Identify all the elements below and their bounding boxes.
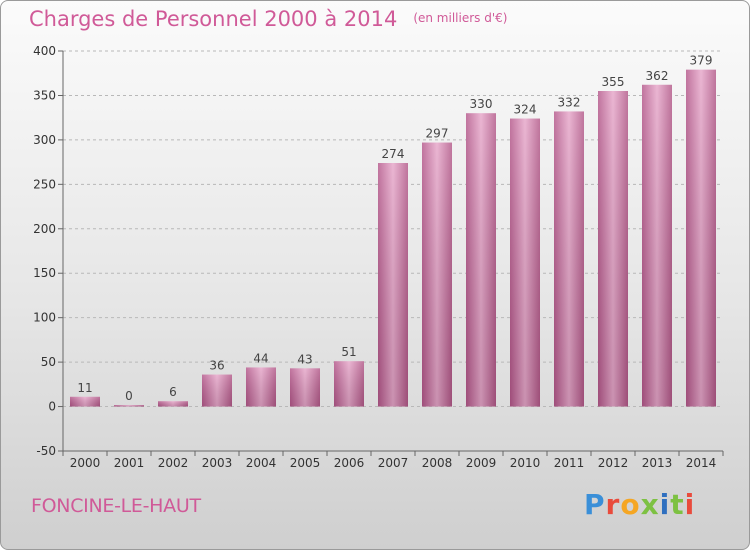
data-label: 11 <box>77 381 92 395</box>
data-label: 0 <box>125 389 133 403</box>
data-label: 332 <box>558 95 581 109</box>
y-tick-label: 350 <box>33 88 56 102</box>
bar-shade <box>290 368 320 407</box>
data-label: 324 <box>514 103 537 117</box>
x-tick-label: 2013 <box>642 456 673 470</box>
data-label: 379 <box>690 54 713 68</box>
data-label: 330 <box>470 97 493 111</box>
place-name: FONCINE-LE-HAUT <box>31 495 201 517</box>
x-tick-label: 2002 <box>158 456 189 470</box>
x-tick-label: 2010 <box>510 456 541 470</box>
data-label: 6 <box>169 385 177 399</box>
y-tick-label: 150 <box>33 266 56 280</box>
bar-shade <box>158 401 188 407</box>
x-tick-label: 2012 <box>598 456 629 470</box>
axes: -50 0 50 100 150 200 250 300 350 400 2000 2001 2002 2… <box>33 44 724 470</box>
x-tick-label: 2005 <box>290 456 321 470</box>
logo-letter: r <box>605 488 621 521</box>
bar-shade <box>70 396 100 407</box>
x-tick-label: 2004 <box>246 456 277 470</box>
chart-title: Charges de Personnel 2000 à 2014 (en mill… <box>29 7 507 31</box>
x-tick-label: 2006 <box>334 456 365 470</box>
bar-shade <box>554 111 584 407</box>
x-tick-label: 2011 <box>554 456 585 470</box>
x-tick-label: 2003 <box>202 456 233 470</box>
y-tick-label: -50 <box>36 444 56 458</box>
y-tick-label: 0 <box>48 400 56 414</box>
x-tick-label: 2014 <box>686 456 717 470</box>
bar-shade <box>598 91 628 407</box>
logo-letter: x <box>640 488 660 521</box>
logo-letter: o <box>620 488 641 521</box>
bars: 11 0 6 36 44 43 51 274 297 330 324 332 355 362 379 <box>70 54 716 407</box>
data-label: 355 <box>602 75 625 89</box>
x-tick-label: 2009 <box>466 456 497 470</box>
x-tick-label: 2000 <box>70 456 101 470</box>
logo-letter: i <box>659 488 671 521</box>
logo-letter: t <box>670 488 685 521</box>
data-label: 36 <box>209 359 224 373</box>
bar-shade <box>422 142 452 407</box>
x-tick-label: 2007 <box>378 456 409 470</box>
proxiti-logo: Proxiti <box>584 488 695 521</box>
bar-shade <box>510 118 540 407</box>
bar-shade <box>246 367 276 407</box>
title-text: Charges de Personnel 2000 à 2014 <box>29 7 398 31</box>
bar-shade <box>378 163 408 407</box>
data-label: 274 <box>382 147 405 161</box>
y-tick-label: 250 <box>33 177 56 191</box>
y-tick-label: 50 <box>41 355 56 369</box>
data-label: 44 <box>253 351 268 365</box>
data-label: 297 <box>426 127 449 141</box>
data-label: 43 <box>297 352 312 366</box>
data-label: 51 <box>341 345 356 359</box>
bar-shade <box>642 84 672 407</box>
y-tick-label: 100 <box>33 311 56 325</box>
unit-label: (en milliers d'€) <box>413 11 508 25</box>
bar-shade <box>686 69 716 407</box>
logo-letter: i <box>684 488 696 521</box>
bar-shade <box>202 374 232 407</box>
bar-shade <box>466 113 496 407</box>
bar-shade <box>114 405 144 407</box>
bar-shade <box>334 361 364 407</box>
data-label: 362 <box>646 69 669 83</box>
x-tick-label: 2001 <box>114 456 145 470</box>
y-tick-label: 300 <box>33 133 56 147</box>
x-tick-label: 2008 <box>422 456 453 470</box>
logo-letter: P <box>584 488 606 521</box>
y-tick-label: 200 <box>33 222 56 236</box>
y-tick-label: 400 <box>33 44 56 58</box>
